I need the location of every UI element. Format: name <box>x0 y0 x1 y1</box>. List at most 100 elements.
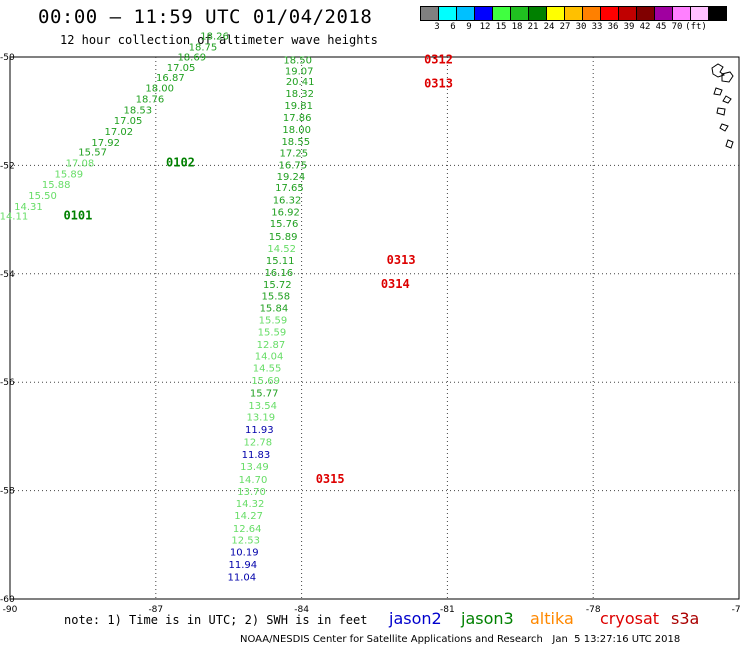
wave-height-value: 19.07 <box>285 66 314 77</box>
wave-height-value: 18.76 <box>136 95 165 106</box>
color-scale-label: 42 <box>639 22 651 32</box>
wave-height-value: 14.04 <box>255 351 284 362</box>
wave-height-value: 14.11 <box>0 212 28 223</box>
color-scale-label: 45 <box>655 22 667 32</box>
footer-credit: NOAA/NESDIS Center for Satellite Applica… <box>240 634 681 645</box>
wave-height-value: 16.87 <box>156 73 185 84</box>
wave-height-value: 12.78 <box>244 438 273 449</box>
wave-height-value: 14.70 <box>239 475 268 486</box>
wave-height-value: 14.52 <box>267 244 296 255</box>
wave-height-value: 14.32 <box>236 499 265 510</box>
y-tick-label: -52 <box>0 161 15 171</box>
wave-height-value: 17.25 <box>280 149 309 160</box>
color-scale-label: 30 <box>575 22 587 32</box>
color-scale-label: 33 <box>591 22 603 32</box>
satellite-legend-jason2: jason2 <box>389 609 442 628</box>
satellite-legend-altika: altika <box>530 609 574 628</box>
wave-height-value: 18.53 <box>123 105 152 116</box>
wave-height-value: 15.84 <box>260 304 289 315</box>
y-tick-label: -56 <box>0 378 15 388</box>
time-label: 0101 <box>63 209 92 223</box>
page-subtitle: 12 hour collection of altimeter wave hei… <box>60 33 378 47</box>
wave-height-value: 18.55 <box>281 137 310 148</box>
x-tick-label: -81 <box>440 605 455 615</box>
wave-height-value: 15.69 <box>251 376 280 387</box>
wave-height-value: 15.58 <box>262 291 291 302</box>
wave-height-value: 11.83 <box>242 450 271 461</box>
satellite-legend-jason3: jason3 <box>461 609 514 628</box>
color-scale-swatch <box>708 6 727 21</box>
wave-height-value: 17.86 <box>283 113 312 124</box>
color-scale-label: 70 <box>671 22 683 32</box>
wave-height-value: 16.75 <box>279 161 308 172</box>
color-scale-label: 9 <box>466 22 472 32</box>
wave-height-value: 13.70 <box>237 487 266 498</box>
wave-height-value: 18.00 <box>145 84 174 95</box>
wave-height-value: 16.16 <box>264 268 293 279</box>
coastline-shape <box>719 123 729 132</box>
wave-height-value: 15.57 <box>78 148 107 159</box>
wave-height-value: 17.02 <box>105 127 134 138</box>
x-tick-label: -90 <box>3 605 18 615</box>
color-scale-label: 18 <box>511 22 523 32</box>
coastline-shape <box>722 95 732 104</box>
satellite-legend-s3a: s3a <box>671 609 700 628</box>
time-label: 0314 <box>381 277 410 291</box>
wave-height-value: 15.11 <box>266 256 295 267</box>
wave-height-value: 13.54 <box>248 401 277 412</box>
wave-height-value: 17.92 <box>91 138 120 149</box>
coastline-shape <box>713 87 723 96</box>
color-scale-label: 39 <box>623 22 635 32</box>
wave-height-value: 14.55 <box>253 363 282 374</box>
color-scale-legend <box>420 6 727 21</box>
wave-height-value: 11.04 <box>228 573 257 584</box>
color-scale-label: 21 <box>527 22 539 32</box>
wave-height-value: 19.81 <box>284 101 313 112</box>
wave-height-value: 17.05 <box>114 116 143 127</box>
wave-height-value: 16.32 <box>273 195 302 206</box>
y-tick-label: -60 <box>0 595 15 605</box>
x-tick-label: -84 <box>294 605 309 615</box>
wave-height-value: 15.89 <box>269 232 298 243</box>
color-scale-label: 12 <box>479 22 491 32</box>
coastline-shape <box>716 107 726 116</box>
color-scale-label: 24 <box>543 22 555 32</box>
wave-height-value: 18.26 <box>200 32 229 43</box>
footer-note: note: 1) Time is in UTC; 2) SWH is in fe… <box>64 613 368 627</box>
y-tick-label: -58 <box>0 487 15 497</box>
wave-height-value: 20.41 <box>286 77 315 88</box>
wave-height-value: 11.93 <box>245 425 274 436</box>
wave-height-value: 18.32 <box>285 89 314 100</box>
wave-height-value: 12.64 <box>233 524 262 535</box>
map-frame <box>9 56 740 600</box>
wave-height-value: 15.59 <box>258 328 287 339</box>
time-label: 0102 <box>166 155 195 169</box>
color-scale-label: 3 <box>434 22 440 32</box>
wave-height-value: 14.27 <box>234 511 263 522</box>
x-tick-label: -78 <box>586 605 601 615</box>
color-scale-label: (ft) <box>685 22 707 32</box>
x-tick-label: -75 <box>732 605 740 615</box>
y-tick-label: -50 <box>0 53 15 63</box>
wave-height-value: 10.19 <box>230 548 259 559</box>
wave-height-value: 17.08 <box>66 158 95 169</box>
wave-height-value: 15.77 <box>250 388 279 399</box>
color-scale-label: 27 <box>559 22 571 32</box>
page-title: 00:00 – 11:59 UTC 01/04/2018 <box>38 6 373 28</box>
wave-height-value: 18.69 <box>177 52 206 63</box>
wave-height-value: 14.31 <box>14 202 43 213</box>
wave-height-value: 13.49 <box>240 462 269 473</box>
wave-height-value: 12.87 <box>257 340 286 351</box>
wave-height-value: 15.50 <box>28 191 57 202</box>
wave-height-value: 18.00 <box>282 125 311 136</box>
coastline-shape <box>725 139 734 149</box>
wave-height-value: 15.89 <box>54 169 83 180</box>
wave-height-value: 12.53 <box>231 536 260 547</box>
time-label: 0313 <box>387 253 416 267</box>
wave-height-value: 11.94 <box>228 560 257 571</box>
color-scale-label: 15 <box>495 22 507 32</box>
wave-height-value: 16.92 <box>271 207 300 218</box>
coastline-shape <box>721 71 734 83</box>
time-label: 0315 <box>316 472 345 486</box>
wave-height-value: 13.19 <box>246 413 275 424</box>
